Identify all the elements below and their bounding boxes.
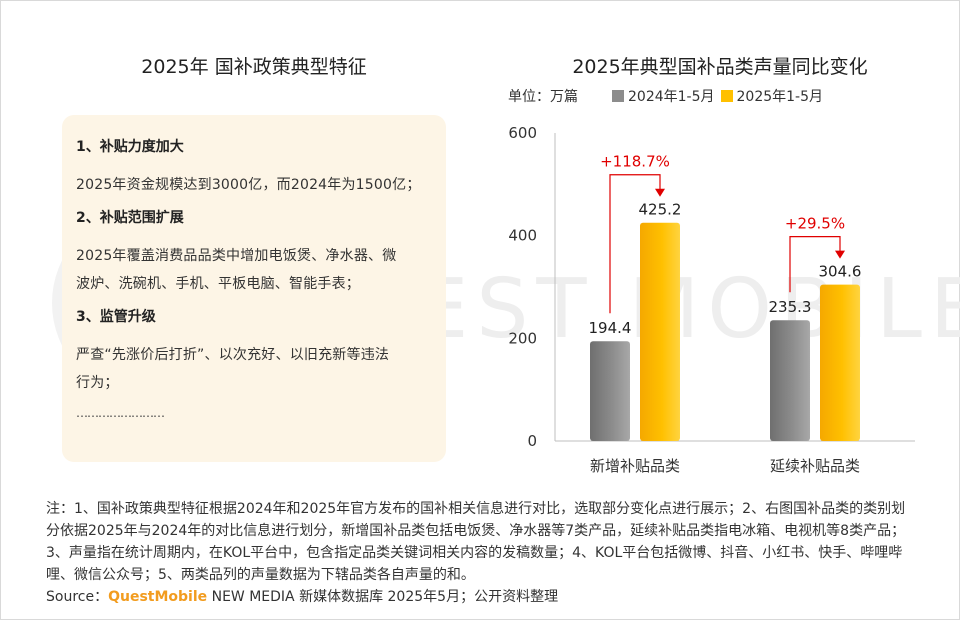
growth-bracket (609, 174, 661, 314)
growth-annotation: +29.5% (785, 215, 845, 233)
growth-bracket (789, 236, 841, 293)
data-label: 425.2 (639, 201, 682, 219)
bar-2025 (640, 222, 680, 441)
legend-label: 2025年1-5月 (736, 89, 824, 105)
unit-label: 单位：万篇 (508, 89, 578, 105)
legend-label: 2024年1-5月 (628, 89, 715, 105)
growth-arrowhead-icon (655, 188, 665, 197)
data-label: 304.6 (819, 263, 862, 281)
y-tick-label: 200 (508, 329, 537, 347)
ellipsis-text: …………………… (76, 406, 165, 420)
chart-title: 2025年典型国补品类声量同比变化 (572, 56, 868, 78)
legend-item-2024: 2024年1-5月 (612, 86, 715, 106)
legend-swatch (720, 90, 733, 102)
bar-2025 (820, 284, 860, 441)
y-tick-label: 600 (508, 124, 537, 142)
section-line: 严查“先涨价后打折”、以次充好、以旧充新等违法 (76, 347, 390, 363)
bar-2024 (590, 341, 630, 441)
footnote: 注：1、国补政策典型特征根据2024年和2025年官方发布的国补相关信息进行对比… (46, 501, 906, 583)
data-label: 235.3 (769, 298, 812, 316)
y-tick-label: 400 (508, 227, 537, 245)
source-line: Source：QuestMobile NEW MEDIA 新媒体数据库 2025… (46, 586, 558, 606)
policy-features-card: 1、补贴力度加大 2025年资金规模达到3000亿，而2024年为1500亿； … (62, 115, 446, 462)
section-line: 行为； (76, 375, 119, 391)
x-tick-label: 延续补贴品类 (770, 457, 860, 475)
section-text: 2025年资金规模达到3000亿，而2024年为1500亿； (76, 171, 432, 199)
data-label: 194.4 (589, 319, 632, 337)
x-tick-label: 新增补贴品类 (590, 457, 680, 475)
growth-arrowhead-icon (835, 250, 845, 259)
y-tick-label: 0 (527, 432, 537, 450)
section-heading: 2、补贴范围扩展 (76, 210, 184, 226)
section-text: 2025年覆盖消费品品类中增加电饭煲、净水器、微 波炉、洗碗机、手机、平板电脑、… (76, 242, 432, 298)
section-text: 严查“先涨价后打折”、以次充好、以旧充新等违法 行为； (76, 341, 432, 397)
left-panel-title: 2025年 国补政策典型特征 (141, 56, 367, 78)
legend-item-2025: 2025年1-5月 (720, 86, 824, 106)
bar-2024 (770, 320, 810, 441)
section-line: 2025年覆盖消费品品类中增加电饭煲、净水器、微 (76, 248, 397, 264)
source-rest: NEW MEDIA 新媒体数据库 2025年5月；公开资料整理 (207, 589, 559, 605)
source-brand: QuestMobile (108, 589, 208, 605)
growth-annotation: +118.7% (600, 153, 670, 171)
section-line: 2025年资金规模达到3000亿，而2024年为1500亿； (76, 177, 421, 193)
section-heading: 3、监管升级 (76, 309, 156, 325)
bar-chart: 0 200 400 600 194.4 425.2 新增补贴品类 235.3 304.6 延续补贴… (508, 124, 915, 475)
section-heading: 1、补贴力度加大 (76, 139, 184, 155)
chart-legend: 单位：万篇 2024年1-5月 2025年1-5月 (508, 86, 829, 106)
source-prefix: Source： (46, 589, 109, 605)
legend-swatch (612, 90, 624, 102)
section-line: 波炉、洗碗机、手机、平板电脑、智能手表； (76, 276, 360, 292)
